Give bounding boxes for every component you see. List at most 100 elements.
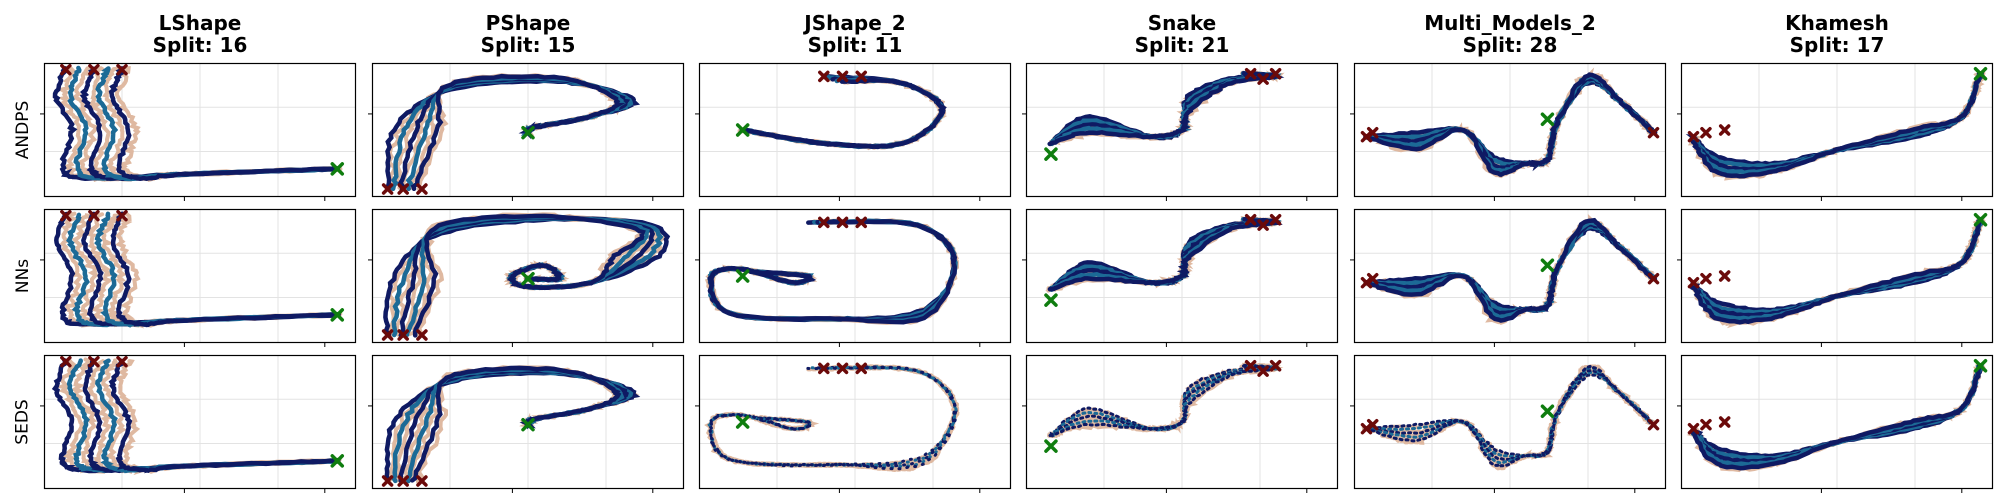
start-marker xyxy=(1366,272,1379,285)
start-marker xyxy=(381,183,394,195)
start-marker xyxy=(1687,130,1700,143)
rollout-line xyxy=(1364,364,1656,469)
start-marker xyxy=(397,329,409,341)
panel-andps-snake xyxy=(1022,62,1339,201)
panel-seds-khamesh xyxy=(1677,354,1994,493)
start-marker xyxy=(1647,272,1660,285)
start-marker xyxy=(116,63,128,76)
start-marker xyxy=(1269,359,1282,372)
ticks xyxy=(1022,405,1308,493)
panel-plot xyxy=(695,62,1012,201)
panel-andps-multi-models-2 xyxy=(1350,62,1667,201)
start-marker xyxy=(836,70,849,83)
ticks xyxy=(1350,259,1636,347)
rollout-line xyxy=(110,211,339,328)
axes-frame xyxy=(371,208,685,344)
start-marker xyxy=(381,475,394,487)
axes-frame xyxy=(43,354,357,490)
rollout-line xyxy=(1690,363,1982,471)
start-marker xyxy=(1700,272,1712,285)
ticks xyxy=(1022,113,1308,201)
start-marker xyxy=(1700,418,1712,431)
demonstration-line xyxy=(114,359,341,474)
rollout-line xyxy=(412,213,646,338)
ticks xyxy=(1350,405,1636,493)
panel-title: Khamesh xyxy=(1785,11,1889,35)
column-title-pshape: PShape Split: 15 xyxy=(372,12,684,56)
panel-split: Split: 15 xyxy=(480,33,576,57)
demonstration-line xyxy=(1365,79,1653,168)
start-marker xyxy=(818,362,830,375)
start-marker xyxy=(855,216,867,229)
start-marker xyxy=(1687,422,1700,435)
row-label-seds: SEDS xyxy=(8,355,38,489)
target-marker xyxy=(521,125,535,140)
panel-nns-khamesh xyxy=(1677,208,1994,347)
grid xyxy=(1354,355,1666,489)
panel-plot xyxy=(40,354,357,493)
axes-frame xyxy=(1025,62,1339,198)
start-marker xyxy=(416,329,428,341)
ticks xyxy=(1677,259,1963,347)
start-marker xyxy=(1687,276,1700,289)
grid xyxy=(699,209,1011,343)
start-marker xyxy=(818,216,830,229)
axes-frame xyxy=(1680,354,1994,490)
start-marker xyxy=(397,183,409,195)
start-marker xyxy=(381,329,394,341)
ticks xyxy=(1022,259,1308,347)
axes-frame xyxy=(43,208,357,344)
start-marker xyxy=(1244,213,1257,226)
target-marker xyxy=(1973,358,1988,373)
panel-andps-khamesh xyxy=(1677,62,1994,201)
panel-seds-lshape xyxy=(40,354,357,493)
row-label-nns: NNs xyxy=(8,209,38,343)
panel-title: Multi_Models_2 xyxy=(1424,11,1596,35)
panel-title: Snake xyxy=(1147,11,1217,35)
panel-andps-pshape xyxy=(368,62,685,201)
rollout-line xyxy=(1365,72,1656,178)
demonstration-line xyxy=(101,358,340,476)
start-marker xyxy=(836,216,849,229)
axes-frame xyxy=(43,62,357,198)
axes-frame xyxy=(1353,62,1667,198)
panel-plot xyxy=(1022,208,1339,347)
start-marker xyxy=(60,209,72,222)
start-marker xyxy=(416,183,428,195)
rollout-line xyxy=(707,365,958,468)
grid xyxy=(1354,209,1666,343)
start-marker xyxy=(1257,219,1269,231)
target-marker xyxy=(1540,404,1555,419)
rollout-line xyxy=(1689,217,1983,325)
panel-andps-lshape xyxy=(40,62,357,201)
rollout-line xyxy=(707,219,958,325)
start-marker xyxy=(1718,124,1731,136)
rollout-line xyxy=(410,365,622,483)
demonstration-line xyxy=(115,211,337,328)
panel-plot xyxy=(368,354,685,493)
rollout-line xyxy=(707,365,958,469)
start-marker xyxy=(1244,67,1257,80)
panel-split: Split: 11 xyxy=(807,33,903,57)
panel-plot xyxy=(695,208,1012,347)
ticks xyxy=(40,113,326,201)
start-marker xyxy=(60,355,72,368)
target-marker xyxy=(1044,439,1058,453)
start-marker xyxy=(60,63,72,76)
start-marker xyxy=(397,475,409,487)
row-label-text: SEDS xyxy=(13,399,34,445)
panel-plot xyxy=(1350,354,1667,493)
panel-title: JShape_2 xyxy=(804,11,906,35)
rollout-line xyxy=(410,73,626,192)
ticks xyxy=(695,259,981,347)
panel-plot xyxy=(1677,62,1994,201)
target-marker xyxy=(521,271,535,286)
axes-frame xyxy=(698,208,1012,344)
panel-split: Split: 21 xyxy=(1134,33,1230,57)
target-marker xyxy=(330,454,345,468)
ticks xyxy=(368,259,654,347)
axes-frame xyxy=(1680,62,1994,198)
axes-frame xyxy=(1353,208,1667,344)
start-marker xyxy=(116,209,128,222)
